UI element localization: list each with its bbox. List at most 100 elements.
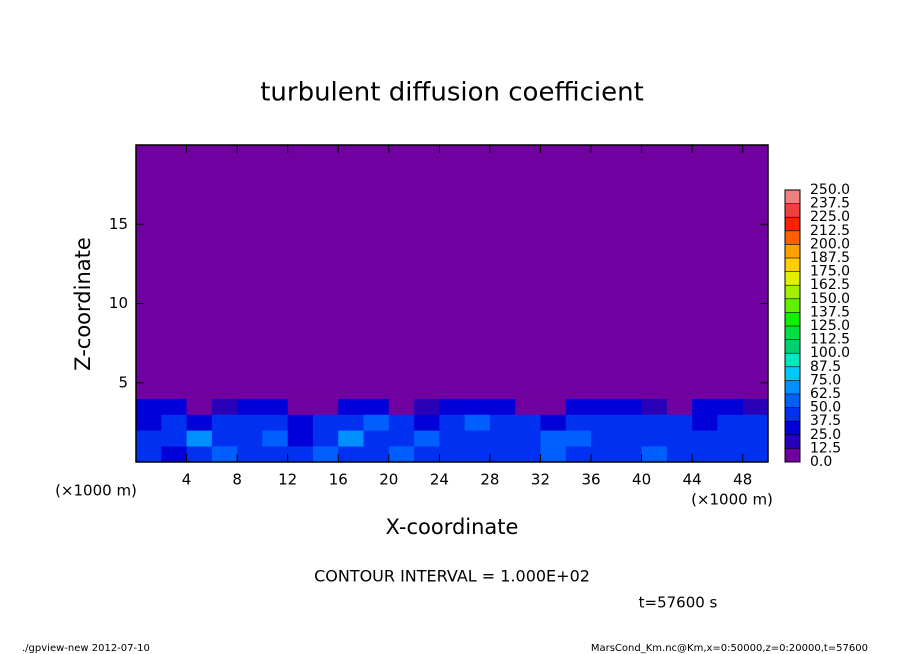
colorbar-swatch [785,326,800,340]
cell [464,414,491,431]
cell [312,145,339,399]
cell [287,398,314,415]
colorbar-label: 0.0 [810,454,832,470]
colorbar-label: 250.0 [810,182,850,198]
cell [161,398,188,415]
cell [237,145,263,399]
colorbar-label: 137.5 [810,304,850,320]
y-axis-label: Z-coordinate [71,237,95,371]
cell [591,430,617,447]
cell [616,414,643,431]
cell [489,145,516,399]
colorbar-swatch [785,448,800,463]
colorbar-swatch [785,407,800,422]
cell [237,446,263,463]
cell [489,414,516,431]
cell [338,446,365,463]
cell [742,446,769,463]
colorbar-swatch [785,217,800,232]
colorbar-label: 112.5 [810,332,850,348]
x-unit: (×1000 m) [691,491,773,509]
cell [565,430,592,447]
cell [666,145,693,399]
cell [616,398,643,415]
cell [641,430,668,447]
cell [717,430,744,447]
cell [161,430,188,447]
cell [439,398,466,415]
colorbar-label: 100.0 [810,345,850,361]
cell [312,414,339,431]
cell [262,430,289,447]
colorbar-label: 12.5 [810,440,841,456]
cell [338,414,365,431]
cell [439,430,466,447]
cell [287,430,314,447]
colorbar-swatch [785,244,800,259]
footer-left: ./gpview-new 2012-07-10 [22,643,150,654]
x-axis-label: X-coordinate [386,515,519,539]
cell [363,446,390,463]
cell [666,398,693,415]
cell [515,446,541,463]
cell [211,398,238,415]
time-label: t=57600 s [639,594,718,612]
cell [489,446,516,463]
cell [692,446,718,463]
cell [692,145,718,399]
cell [616,446,643,463]
cell [717,446,744,463]
y-tick-label: 10 [109,294,128,312]
cell [591,446,617,463]
contour-interval: CONTOUR INTERVAL = 1.000E+02 [314,567,590,586]
cell [692,398,718,415]
x-tick-label: 32 [531,471,550,489]
cell [186,430,213,447]
colorbar-swatch [785,230,800,245]
colorbar-swatch [785,394,800,408]
cell [515,414,541,431]
colorbar-swatch [785,421,800,436]
x-tick-label: 12 [278,471,297,489]
chart-title: turbulent diffusion coefficient [260,78,644,108]
x-tick-label: 44 [683,471,702,489]
cell [464,446,491,463]
cell [641,414,668,431]
cell [515,145,541,399]
cell [388,446,415,463]
cell [666,414,693,431]
cell [565,145,592,399]
cell [262,446,289,463]
cell [136,145,162,399]
x-tick-label: 4 [182,471,192,489]
colorbar-swatch [785,285,800,300]
cell [641,446,668,463]
colorbar-label: 212.5 [810,223,850,239]
colorbar-swatch [785,312,800,327]
cell [692,414,718,431]
colorbar-label: 87.5 [810,359,841,375]
cell [237,430,263,447]
cell [136,446,162,463]
cell [414,430,440,447]
colorbar-label: 25.0 [810,427,841,443]
cell [363,414,390,431]
colorbar-swatch [785,353,800,368]
cell [186,145,213,399]
footer-right: MarsCond_Km.nc@Km,x=0:50000,z=0:20000,t=… [591,643,868,654]
colorbar-label: 225.0 [810,209,850,225]
colorbar-label: 187.5 [810,250,850,266]
cell [439,446,466,463]
cell [666,430,693,447]
cell [666,446,693,463]
cell [338,430,365,447]
cell [211,430,238,447]
colorbar-label: 125.0 [810,318,850,334]
cell [186,446,213,463]
colorbar-label: 162.5 [810,277,850,293]
x-tick-label: 40 [632,471,651,489]
cell [540,414,567,431]
cell [161,414,188,431]
colorbar-swatch [785,258,800,272]
